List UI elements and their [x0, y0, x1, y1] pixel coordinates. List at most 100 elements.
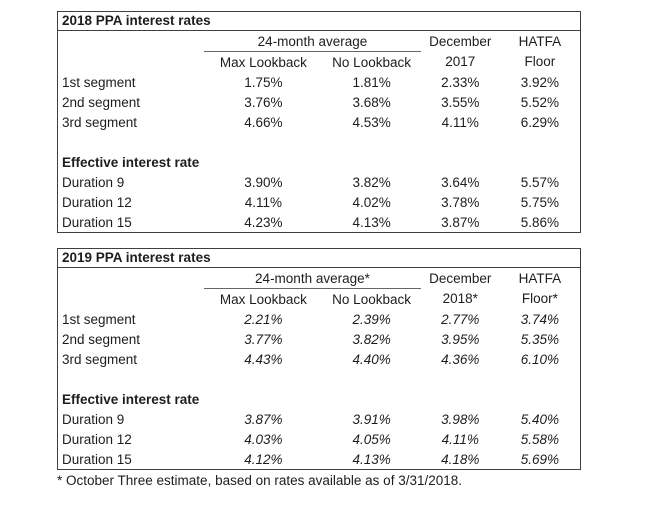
rate-grid: 24-month average December HATFA Max Lookbac…: [58, 31, 580, 232]
rate-value: 3.91%: [352, 411, 391, 427]
col-subheader: 2017: [445, 54, 476, 70]
table-row: Duration 15 4.12% 4.13% 4.18% 5.69%: [58, 449, 580, 469]
rate-value: 4.11%: [441, 114, 479, 130]
spacer-cell: [58, 369, 580, 389]
table-row: 3rd segment 4.43% 4.40% 4.36% 6.10%: [58, 349, 580, 369]
rate-value: 5.69%: [520, 451, 560, 467]
spacer-row: [58, 132, 580, 152]
table-title: 2018 PPA interest rates: [58, 12, 580, 31]
header-december: December: [429, 33, 492, 49]
col-subheader: 2018*: [442, 291, 478, 307]
rate-value: 3.95%: [441, 331, 480, 347]
rate-value: 4.05%: [352, 431, 391, 447]
row-label: 3rd segment: [62, 114, 138, 130]
rate-value: 3.55%: [441, 94, 480, 110]
rate-value: 4.36%: [441, 351, 480, 367]
col-subheader: Max Lookback: [219, 54, 307, 70]
section-label: Effective interest rate: [62, 391, 200, 407]
rate-value: 2.21%: [244, 311, 283, 327]
table-row: Duration 9 3.87% 3.91% 3.98% 5.40%: [58, 409, 580, 429]
header-hatfa: HATFA: [518, 270, 562, 286]
rate-value: 4.43%: [244, 351, 283, 367]
subheader-row: Max Lookback No Lookback 2017 Floor: [58, 52, 580, 73]
rate-value: 3.87%: [244, 411, 283, 427]
rate-value: 6.10%: [520, 351, 560, 367]
header-december: December: [429, 270, 492, 286]
rate-grid: 24-month average* December HATFA Max Lookba…: [58, 268, 580, 469]
header-hatfa: HATFA: [518, 33, 562, 49]
row-label: 2nd segment: [62, 331, 141, 347]
rate-value: 3.78%: [441, 194, 480, 210]
col-subheader: No Lookback: [332, 291, 411, 307]
span-header: 24-month average: [204, 31, 421, 52]
rate-value: 4.02%: [352, 194, 391, 210]
rate-value: 1.75%: [244, 74, 283, 90]
subheader-row: Max Lookback No Lookback 2018* Floor*: [58, 289, 580, 310]
rate-table: 2018 PPA interest rates 24-month average D…: [57, 11, 581, 233]
rate-value: 2.33%: [441, 74, 480, 90]
col-subheader: Floor*: [521, 291, 558, 307]
rate-value: 4.12%: [244, 451, 283, 467]
col-subheader: Floor: [524, 54, 556, 70]
table-row: 2nd segment 3.77% 3.82% 3.95% 5.35%: [58, 329, 580, 349]
row-label: Duration 15: [62, 451, 132, 467]
col-subheader: Max Lookback: [219, 291, 307, 307]
rate-value: 4.18%: [441, 451, 480, 467]
header-spacer: [58, 31, 204, 52]
rate-value: 3.76%: [244, 94, 283, 110]
rate-value: 4.23%: [244, 214, 283, 230]
spacer-row: [58, 369, 580, 389]
rate-value: 2.77%: [441, 311, 480, 327]
rate-value: 4.13%: [352, 214, 391, 230]
row-label: Duration 12: [62, 431, 132, 447]
section-label-row: Effective interest rate: [58, 152, 580, 172]
rate-value: 3.92%: [520, 74, 560, 90]
rate-table: 2019 PPA interest rates 24-month average*…: [57, 248, 581, 470]
col-subheader: No Lookback: [332, 54, 411, 70]
table-row: 1st segment 2.21% 2.39% 2.77% 3.74%: [58, 309, 580, 329]
rate-value: 4.66%: [244, 114, 283, 130]
rate-value: 4.40%: [352, 351, 391, 367]
row-label: 3rd segment: [62, 351, 138, 367]
rate-value: 4.11%: [244, 194, 283, 210]
table-row: Duration 12 4.03% 4.05% 4.11% 5.58%: [58, 429, 580, 449]
rate-value: 4.13%: [352, 451, 391, 467]
table-row: Duration 12 4.11% 4.02% 3.78% 5.75%: [58, 192, 580, 212]
row-label: Duration 9: [62, 411, 125, 427]
rate-value: 3.90%: [244, 174, 283, 190]
row-label: 1st segment: [62, 311, 136, 327]
rate-value: 2.39%: [352, 311, 391, 327]
header-spacer: [58, 289, 204, 310]
table-row: Duration 9 3.90% 3.82% 3.64% 5.57%: [58, 172, 580, 192]
rate-value: 4.11%: [441, 431, 479, 447]
spacer-cell: [58, 132, 580, 152]
row-label: 2nd segment: [62, 94, 141, 110]
rate-value: 3.64%: [441, 174, 480, 190]
table-title: 2019 PPA interest rates: [58, 249, 580, 268]
section-label: Effective interest rate: [62, 154, 200, 170]
row-label: Duration 12: [62, 194, 132, 210]
rate-value: 5.40%: [520, 411, 560, 427]
rate-value: 5.52%: [520, 94, 560, 110]
row-label: Duration 9: [62, 174, 125, 190]
rate-value: 3.82%: [352, 174, 391, 190]
rate-value: 5.58%: [520, 431, 560, 447]
header-spacer: [58, 52, 204, 73]
rate-value: 5.86%: [520, 214, 560, 230]
header-row: 24-month average December HATFA: [58, 31, 580, 52]
rate-value: 3.68%: [352, 94, 391, 110]
rate-value: 5.35%: [520, 331, 560, 347]
table-row: 3rd segment 4.66% 4.53% 4.11% 6.29%: [58, 112, 580, 132]
table-row: 2nd segment 3.76% 3.68% 3.55% 5.52%: [58, 92, 580, 112]
rate-value: 3.87%: [441, 214, 480, 230]
table-row: 1st segment 1.75% 1.81% 2.33% 3.92%: [58, 72, 580, 92]
row-label: Duration 15: [62, 214, 132, 230]
span-header: 24-month average*: [204, 268, 421, 289]
table-row: Duration 15 4.23% 4.13% 3.87% 5.86%: [58, 212, 580, 232]
rate-value: 3.82%: [352, 331, 391, 347]
header-row: 24-month average* December HATFA: [58, 268, 580, 289]
rate-value: 3.77%: [244, 331, 283, 347]
rate-value: 5.75%: [520, 194, 560, 210]
rate-value: 4.03%: [244, 431, 283, 447]
